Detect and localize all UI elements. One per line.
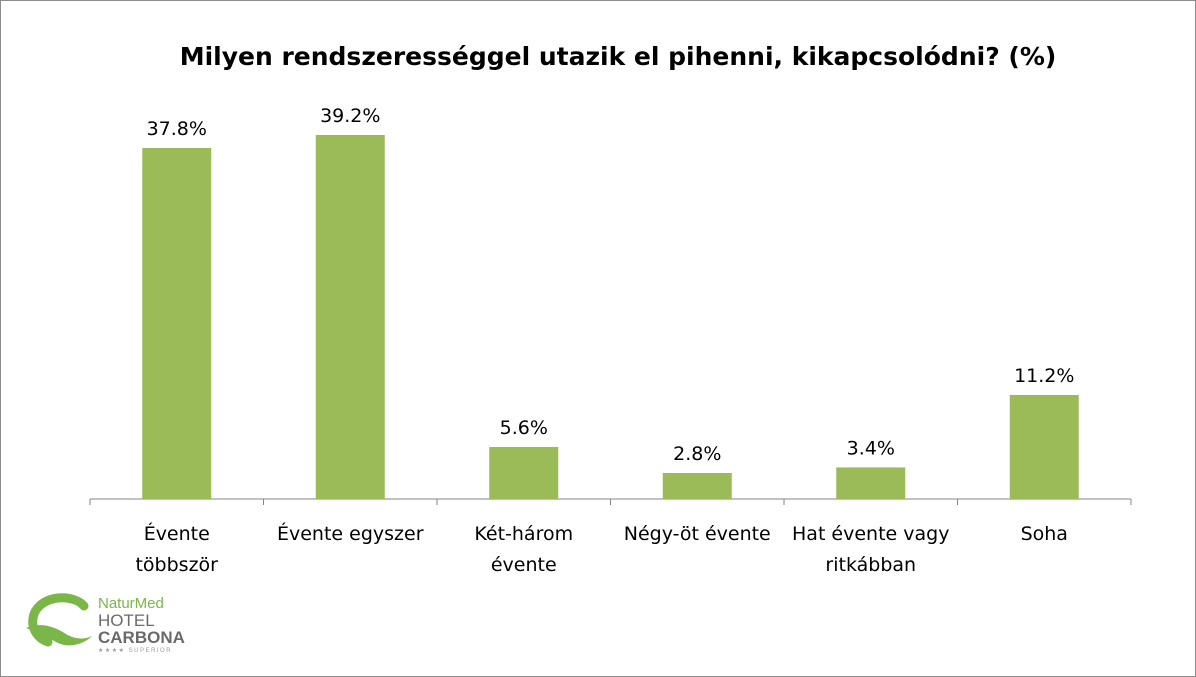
- data-label: 3.4%: [847, 437, 895, 459]
- logo-text-carbona: CARBONA: [98, 628, 185, 647]
- logo-mark-icon: [26, 593, 92, 647]
- bar: [836, 467, 906, 499]
- chart-title: Milyen rendszerességgel utazik el pihenn…: [179, 42, 1057, 71]
- x-tick-label: Két-három: [474, 523, 573, 545]
- data-label: 11.2%: [1014, 365, 1074, 387]
- bar: [1009, 395, 1079, 499]
- x-tick-label: évente: [491, 554, 557, 576]
- data-label: 2.8%: [673, 443, 721, 465]
- data-label: 39.2%: [320, 105, 380, 127]
- bar: [142, 148, 212, 499]
- logo-text-hotel: HOTEL: [98, 611, 155, 630]
- data-label: 5.6%: [500, 417, 548, 439]
- x-tick-label: Évente: [144, 522, 210, 545]
- x-tick-label: Négy-öt évente: [624, 523, 771, 545]
- bar: [662, 473, 732, 499]
- x-tick-label: ritkábban: [825, 554, 916, 576]
- x-tick-label: többször: [135, 554, 218, 576]
- logo-text-superior: ★★★★ SUPERIOR: [98, 648, 173, 654]
- x-tick-label: Évente egyszer: [277, 522, 424, 545]
- logo-text-naturmed: NaturMed: [98, 595, 164, 612]
- data-label: 37.8%: [147, 118, 207, 140]
- x-tick-label: Soha: [1021, 523, 1068, 545]
- bar: [315, 135, 385, 499]
- hotel-logo: NaturMed HOTEL CARBONA ★★★★ SUPERIOR: [22, 592, 202, 662]
- bar: [489, 447, 559, 499]
- x-tick-label: Hat évente vagy: [792, 523, 949, 545]
